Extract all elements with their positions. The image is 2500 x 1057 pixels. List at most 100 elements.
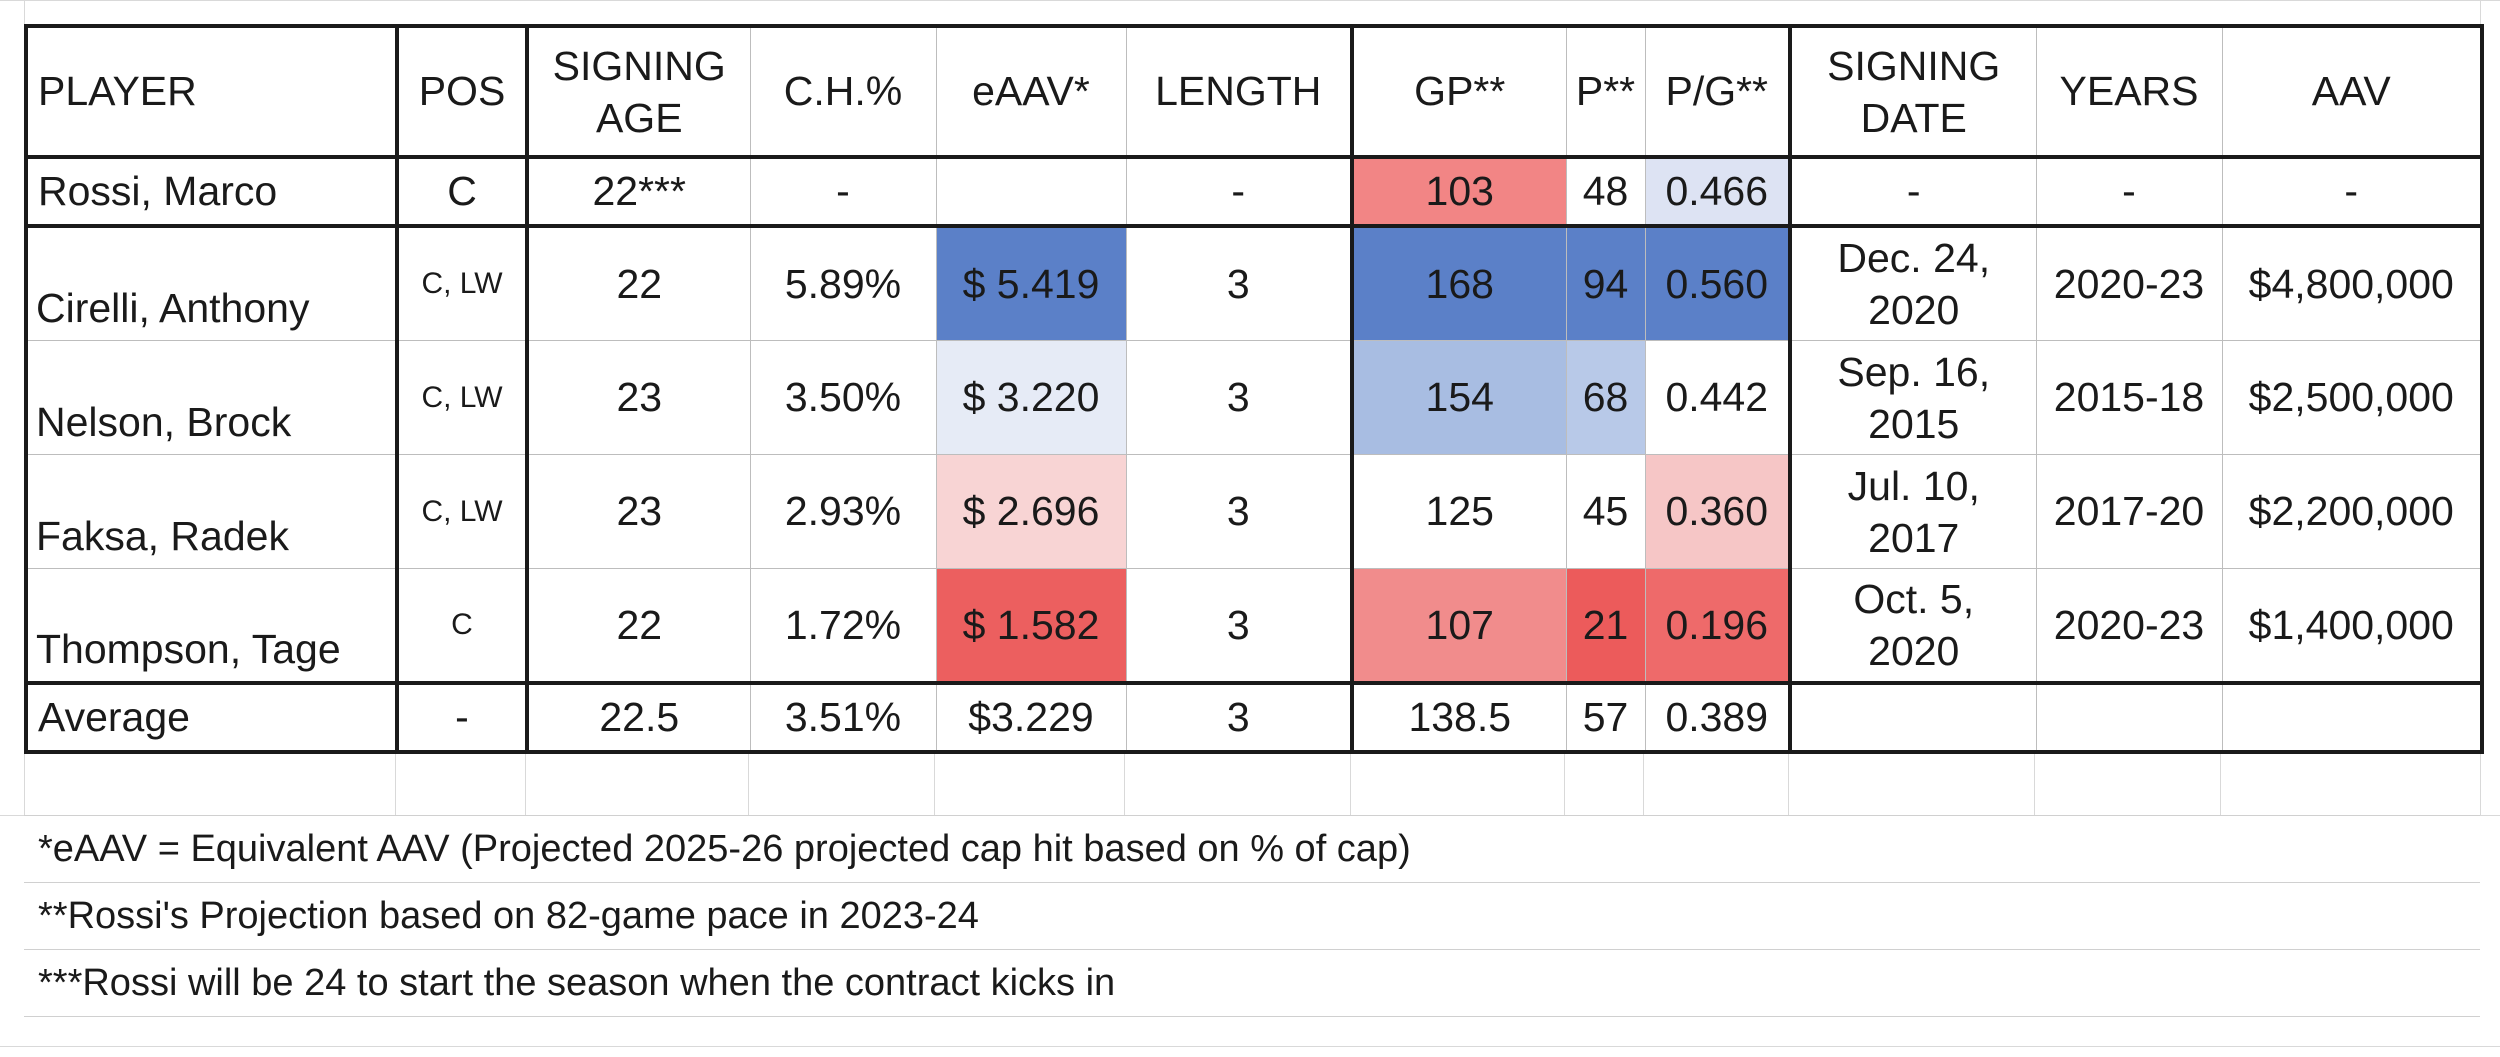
cell-eaav: $ 2.696 bbox=[935, 454, 1127, 570]
table-row-faksa: Faksa, Radek C, LW 23 2.93% $ 2.696 3 12… bbox=[24, 454, 2484, 570]
cell-eaav: $3.229 bbox=[935, 682, 1127, 754]
cell-pos: C bbox=[396, 156, 529, 229]
header-years: YEARS bbox=[2035, 23, 2223, 160]
cell-gp: 168 bbox=[1351, 225, 1567, 341]
cell-player: Nelson, Brock bbox=[24, 339, 399, 456]
cell-age: 22.5 bbox=[526, 682, 751, 754]
cell-years: 2017-20 bbox=[2035, 454, 2223, 570]
cell-years: 2020-23 bbox=[2035, 568, 2223, 686]
cell-ch-pct: 3.51% bbox=[749, 682, 937, 754]
contract-comparables-table: PLAYER POS SIGNING AGE C.H.% eAAV* LENGTH… bbox=[24, 23, 2484, 754]
cell-pg: 0.360 bbox=[1644, 454, 1792, 570]
header-signing-age-line1: SIGNING bbox=[552, 42, 726, 89]
cell-signing-date: Oct. 5, 2020 bbox=[1789, 568, 2037, 686]
cell-length: 3 bbox=[1125, 339, 1354, 456]
signing-date-line1: Jul. 10, bbox=[1847, 462, 1980, 509]
cell-aav: $4,800,000 bbox=[2221, 225, 2484, 341]
cell-eaav bbox=[935, 156, 1127, 229]
cell-player: Thompson, Tage bbox=[24, 568, 399, 686]
cell-p: 57 bbox=[1565, 682, 1646, 754]
cell-ch-pct: - bbox=[749, 156, 937, 229]
header-row: PLAYER POS SIGNING AGE C.H.% eAAV* LENGTH… bbox=[24, 23, 2484, 160]
signing-date-line1: Sep. 16, bbox=[1837, 348, 1991, 395]
cell-aav: - bbox=[2221, 156, 2484, 229]
cell-aav: $2,200,000 bbox=[2221, 454, 2484, 570]
cell-years-empty bbox=[2035, 682, 2223, 754]
cell-pg: 0.442 bbox=[1644, 339, 1792, 456]
signing-date-line2: 2020 bbox=[1868, 628, 1960, 675]
cell-ch-pct: 3.50% bbox=[749, 339, 937, 456]
cell-ch-pct: 2.93% bbox=[749, 454, 937, 570]
footnotes: *eAAV = Equivalent AAV (Projected 2025-2… bbox=[24, 815, 2480, 1017]
cell-length: 3 bbox=[1125, 225, 1354, 341]
header-signing-date: SIGNING DATE bbox=[1789, 23, 2037, 160]
cell-length: 3 bbox=[1125, 568, 1354, 686]
cell-player: Average bbox=[24, 682, 399, 754]
header-length: LENGTH bbox=[1125, 23, 1354, 160]
header-signing-date-line2: DATE bbox=[1860, 94, 1967, 141]
cell-player: Faksa, Radek bbox=[24, 454, 399, 570]
header-player: PLAYER bbox=[24, 23, 399, 160]
cell-pg: 0.389 bbox=[1644, 682, 1792, 754]
cell-gp: 138.5 bbox=[1351, 682, 1567, 754]
cell-pos: C bbox=[396, 568, 529, 686]
table-row-thompson: Thompson, Tage C 22 1.72% $ 1.582 3 107 … bbox=[24, 568, 2484, 686]
header-pos: POS bbox=[396, 23, 529, 160]
cell-p: 68 bbox=[1565, 339, 1646, 456]
cell-pos: C, LW bbox=[396, 339, 529, 456]
cell-age: 23 bbox=[526, 454, 751, 570]
table-row-average: Average - 22.5 3.51% $3.229 3 138.5 57 0… bbox=[24, 682, 2484, 754]
header-signing-age: SIGNING AGE bbox=[526, 23, 751, 160]
cell-pos: C, LW bbox=[396, 225, 529, 341]
signing-date-line1: Oct. 5, bbox=[1853, 576, 1975, 623]
signing-date-line2: 2020 bbox=[1868, 287, 1960, 334]
cell-aav-empty bbox=[2221, 682, 2484, 754]
cell-pg: 0.196 bbox=[1644, 568, 1792, 686]
footnote-projection: **Rossi's Projection based on 82-game pa… bbox=[24, 882, 2480, 949]
cell-p: 21 bbox=[1565, 568, 1646, 686]
header-gp: GP** bbox=[1351, 23, 1567, 160]
cell-eaav: $ 3.220 bbox=[935, 339, 1127, 456]
table-row-rossi: Rossi, Marco C 22*** - - 103 48 0.466 - … bbox=[24, 156, 2484, 229]
header-p: P** bbox=[1565, 23, 1646, 160]
cell-signing-date: Dec. 24, 2020 bbox=[1789, 225, 2037, 341]
cell-signing-date: Jul. 10, 2017 bbox=[1789, 454, 2037, 570]
cell-pos: C, LW bbox=[396, 454, 529, 570]
header-eaav: eAAV* bbox=[935, 23, 1127, 160]
table-row-cirelli: Cirelli, Anthony C, LW 22 5.89% $ 5.419 … bbox=[24, 225, 2484, 341]
cell-player: Rossi, Marco bbox=[24, 156, 399, 229]
cell-gp: 125 bbox=[1351, 454, 1567, 570]
cell-gp: 103 bbox=[1351, 156, 1567, 229]
signing-date-line2: 2017 bbox=[1868, 514, 1960, 561]
cell-pg: 0.560 bbox=[1644, 225, 1792, 341]
cell-length: 3 bbox=[1125, 682, 1354, 754]
cell-length: 3 bbox=[1125, 454, 1354, 570]
cell-p: 94 bbox=[1565, 225, 1646, 341]
footnote-age: ***Rossi will be 24 to start the season … bbox=[24, 949, 2480, 1017]
table-row-nelson: Nelson, Brock C, LW 23 3.50% $ 3.220 3 1… bbox=[24, 339, 2484, 456]
header-signing-age-line2: AGE bbox=[595, 94, 683, 141]
cell-signing-date: Sep. 16, 2015 bbox=[1789, 339, 2037, 456]
cell-pg: 0.466 bbox=[1644, 156, 1792, 229]
cell-pos: - bbox=[396, 682, 529, 754]
cell-age: 22 bbox=[526, 225, 751, 341]
header-aav: AAV bbox=[2221, 23, 2484, 160]
cell-age: 22 bbox=[526, 568, 751, 686]
signing-date-line2: 2015 bbox=[1868, 400, 1960, 447]
cell-p: 45 bbox=[1565, 454, 1646, 570]
cell-gp: 154 bbox=[1351, 339, 1567, 456]
signing-date-line1: Dec. 24, bbox=[1837, 235, 1991, 282]
cell-signing-date: - bbox=[1789, 156, 2037, 229]
footnote-eaav: *eAAV = Equivalent AAV (Projected 2025-2… bbox=[24, 815, 2480, 882]
cell-gp: 107 bbox=[1351, 568, 1567, 686]
cell-ch-pct: 1.72% bbox=[749, 568, 937, 686]
cell-years: - bbox=[2035, 156, 2223, 229]
cell-signing-date-empty bbox=[1789, 682, 2037, 754]
header-ch-pct: C.H.% bbox=[749, 23, 937, 160]
cell-p: 48 bbox=[1565, 156, 1646, 229]
header-signing-date-line1: SIGNING bbox=[1827, 42, 2001, 89]
cell-years: 2020-23 bbox=[2035, 225, 2223, 341]
header-pg: P/G** bbox=[1644, 23, 1792, 160]
cell-player: Cirelli, Anthony bbox=[24, 225, 399, 341]
cell-age: 22*** bbox=[526, 156, 751, 229]
